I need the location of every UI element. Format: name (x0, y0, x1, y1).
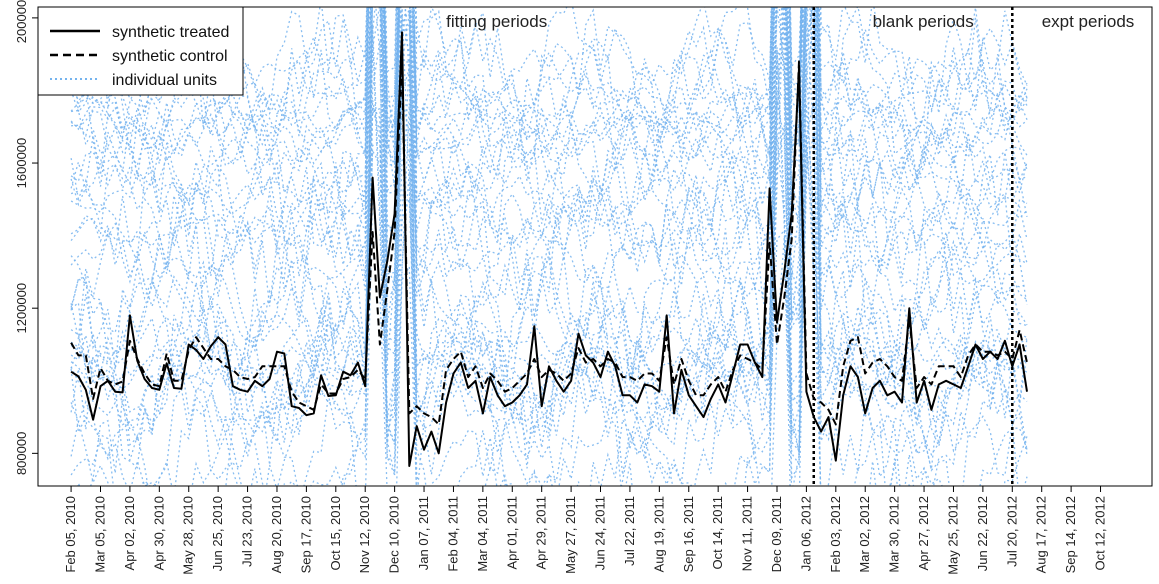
x-tick-label: Jul 20, 2012 (1004, 496, 1019, 567)
x-tick-label: Oct 14, 2011 (710, 496, 725, 569)
legend-label: synthetic control (112, 48, 228, 65)
unit-line (70, 7, 1028, 129)
x-tick-label: Sep 17, 2010 (298, 496, 313, 573)
x-tick-label: Aug 19, 2011 (651, 496, 666, 572)
x-tick-label: Jul 22, 2011 (622, 496, 637, 566)
x-tick-label: Dec 10, 2010 (387, 496, 402, 573)
x-tick-label: Jan 06, 2012 (798, 496, 813, 571)
unit-line (70, 7, 1028, 401)
unit-line (70, 7, 1028, 457)
legend-label: synthetic treated (112, 24, 229, 41)
unit-line (70, 7, 1028, 453)
x-tick-label: Oct 12, 2012 (1093, 496, 1108, 570)
x-tick-label: Apr 30, 2010 (151, 496, 166, 570)
x-tick-label: Feb 05, 2010 (63, 496, 78, 573)
x-tick-label: Jun 22, 2012 (975, 496, 990, 571)
x-tick-label: Apr 27, 2012 (916, 496, 931, 570)
x-tick-label: May 28, 2010 (181, 496, 196, 575)
synthetic-treated-line (70, 31, 1028, 467)
period-annotation: blank periods (873, 12, 974, 31)
y-tick-label: 2000000 (14, 0, 29, 43)
x-tick-label: May 27, 2011 (563, 496, 578, 574)
unit-line (70, 7, 1028, 157)
unit-line (70, 7, 1028, 390)
unit-line (70, 7, 1028, 146)
x-tick-label: Mar 02, 2012 (857, 496, 872, 573)
unit-line (70, 7, 1028, 354)
x-tick-label: Jun 24, 2011 (593, 496, 608, 570)
individual-units-layer (70, 7, 1028, 486)
x-tick-label: Mar 05, 2010 (93, 496, 108, 573)
series-layer (70, 31, 1028, 467)
period-annotation: expt periods (1042, 12, 1135, 31)
x-tick-label: Mar 04, 2011 (475, 496, 490, 572)
unit-line (70, 7, 1028, 136)
unit-line (70, 7, 1028, 249)
x-tick-label: Apr 02, 2010 (122, 496, 137, 570)
x-tick-label: Dec 09, 2011 (769, 496, 784, 572)
x-tick-label: May 25, 2012 (945, 496, 960, 575)
y-tick-label: 800000 (14, 432, 29, 475)
x-tick-label: Nov 12, 2010 (357, 496, 372, 573)
x-tick-label: Jun 25, 2010 (210, 496, 225, 571)
x-tick-label: Feb 03, 2012 (828, 496, 843, 573)
axes-layer: 800000 1200000 1600000 2000000 Feb 05, 2010 M… (14, 0, 1153, 575)
x-tick-label: Mar 30, 2012 (887, 496, 902, 573)
x-tick-label: Apr 01, 2011 (504, 496, 519, 569)
vertical-lines-layer (812, 7, 1014, 486)
x-tick-label: Oct 15, 2010 (328, 496, 343, 570)
x-tick-label: Aug 20, 2010 (269, 496, 284, 573)
x-tick-label: Aug 17, 2012 (1034, 496, 1049, 573)
x-tick-label: Sep 14, 2012 (1063, 496, 1078, 573)
legend: synthetic treated synthetic control indivi… (37, 6, 244, 96)
unit-line (70, 7, 1028, 372)
x-tick-label: Nov 11, 2011 (740, 496, 755, 571)
unit-line (70, 7, 1028, 299)
synthetic-control-line (70, 60, 1028, 426)
unit-line (70, 7, 1028, 356)
unit-line (71, 7, 1028, 165)
unit-line (70, 7, 1028, 167)
unit-line (70, 7, 1028, 188)
plot-frame (37, 6, 1153, 487)
legend-label: individual units (112, 72, 217, 89)
unit-line (70, 7, 1028, 287)
x-tick-label: Apr 29, 2011 (534, 496, 549, 569)
unit-line (70, 103, 1028, 486)
x-tick-label: Feb 04, 2011 (445, 496, 460, 572)
period-annotation: fitting periods (446, 12, 547, 31)
annotations-layer: fitting periods blank periods expt periods (446, 12, 1134, 31)
x-tick-label: Jan 07, 2011 (416, 496, 431, 570)
x-tick-label: Jul 23, 2010 (240, 496, 255, 567)
y-tick-label: 1200000 (14, 283, 29, 334)
legend-box (37, 6, 244, 96)
y-tick-label: 1600000 (14, 138, 29, 189)
unit-line (70, 7, 1028, 436)
unit-line (70, 135, 1028, 470)
unit-line (70, 7, 1028, 460)
x-tick-label: Sep 16, 2011 (681, 496, 696, 572)
unit-line (71, 7, 1028, 171)
